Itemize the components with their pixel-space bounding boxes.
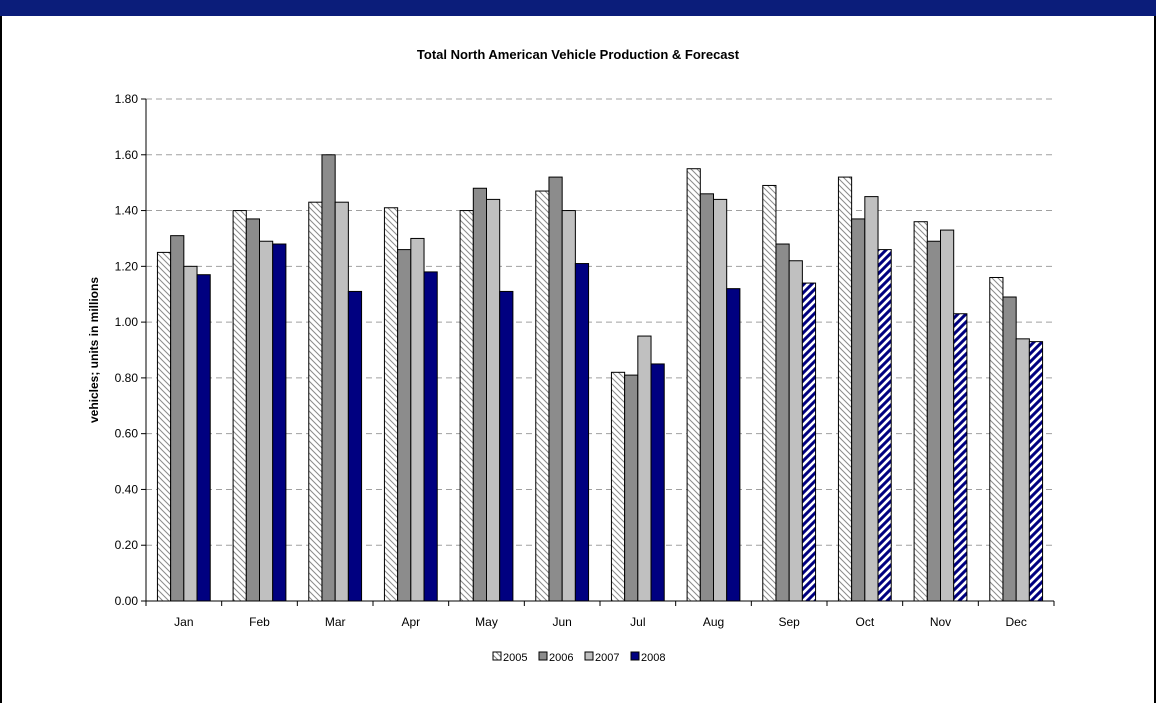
legend-label-2005: 2005 xyxy=(503,652,527,664)
bar-2006-mar xyxy=(321,154,336,602)
bar-2005-may xyxy=(459,210,474,602)
bar-2005-nov xyxy=(913,221,928,602)
bar-2006-oct xyxy=(851,218,866,602)
legend-label-2007: 2007 xyxy=(595,652,619,664)
x-tick-label: Jul xyxy=(630,615,645,629)
bar-2007-dec xyxy=(1015,338,1030,602)
y-tick-label: 1.00 xyxy=(115,315,139,329)
bar-2007-jul xyxy=(637,335,652,602)
bar-2007-aug xyxy=(713,198,728,602)
x-tick-label: Mar xyxy=(325,615,346,629)
bar-2008-dec xyxy=(1028,341,1044,602)
bar-2006-feb xyxy=(245,218,261,602)
bar-2007-oct xyxy=(864,196,879,602)
y-tick-label: 0.80 xyxy=(115,371,139,385)
x-tick-label: Feb xyxy=(249,615,270,629)
y-axis-title: vehicles; units in millions xyxy=(87,277,101,423)
bar-2006-may xyxy=(472,187,487,602)
legend-swatch-2007 xyxy=(584,651,594,661)
bar-2007-sep xyxy=(788,260,803,602)
bar-2008-jan xyxy=(196,274,211,602)
bar-2006-dec xyxy=(1002,296,1017,602)
x-tick-label: Aug xyxy=(703,615,724,629)
bar-2005-aug xyxy=(686,168,701,602)
bar-2007-jun xyxy=(561,210,576,602)
bar-2006-sep xyxy=(775,243,790,602)
bar-2008-mar xyxy=(347,290,363,602)
x-tick-label: Apr xyxy=(401,615,420,629)
y-tick-label: 0.60 xyxy=(115,427,139,441)
bar-2006-nov xyxy=(926,240,941,602)
bar-2005-jul xyxy=(610,371,626,602)
bar-2006-jun xyxy=(548,176,563,602)
legend-swatch-2006 xyxy=(538,651,548,661)
legend-label-2008: 2008 xyxy=(641,652,665,664)
bar-2005-jun xyxy=(535,190,550,602)
y-tick-label: 1.60 xyxy=(115,148,139,162)
bar-2007-apr xyxy=(410,237,425,602)
bar-2005-jan xyxy=(156,251,172,602)
legend-swatch-2008 xyxy=(630,651,640,661)
bar-2007-nov xyxy=(940,229,955,602)
bar-2008-jul xyxy=(650,363,665,602)
x-tick-label: Nov xyxy=(930,615,951,629)
bar-2006-jul xyxy=(624,374,639,602)
y-tick-label: 0.20 xyxy=(115,538,139,552)
legend-swatch-2005 xyxy=(492,651,502,661)
y-tick-label: 0.00 xyxy=(115,594,139,608)
bar-2005-mar xyxy=(308,201,323,602)
bar-2008-nov xyxy=(953,313,968,602)
bar-2008-jun xyxy=(574,263,590,602)
bar-2007-mar xyxy=(334,201,349,602)
bar-2008-feb xyxy=(272,243,287,602)
x-tick-label: May xyxy=(475,615,498,629)
bar-2005-sep xyxy=(762,184,777,602)
header-band xyxy=(0,0,1156,16)
x-tick-label: Jun xyxy=(552,615,571,629)
bar-2005-apr xyxy=(383,207,399,602)
x-tick-label: Jan xyxy=(174,615,193,629)
bar-2007-feb xyxy=(259,240,274,602)
y-tick-label: 1.40 xyxy=(115,204,139,218)
bar-2005-feb xyxy=(232,210,247,602)
bar-2007-may xyxy=(486,198,501,602)
bar-2006-apr xyxy=(397,249,412,602)
y-tick-label: 0.40 xyxy=(115,482,139,496)
y-tick-label: 1.20 xyxy=(115,259,139,273)
bar-2006-aug xyxy=(699,193,714,602)
bar-2008-aug xyxy=(726,288,741,602)
bar-2008-oct xyxy=(877,249,892,602)
bar-2007-jan xyxy=(183,265,198,602)
y-tick-label: 1.80 xyxy=(115,92,139,106)
x-tick-label: Sep xyxy=(778,615,800,629)
x-tick-label: Dec xyxy=(1005,615,1026,629)
bar-2006-jan xyxy=(170,235,185,602)
bar-2005-oct xyxy=(837,176,853,602)
chart-title: Total North American Vehicle Production … xyxy=(416,47,740,62)
legend-label-2006: 2006 xyxy=(549,652,573,664)
bar-2008-sep xyxy=(801,282,817,602)
bar-2005-dec xyxy=(989,276,1004,602)
x-tick-label: Oct xyxy=(855,615,874,629)
bar-2008-apr xyxy=(423,271,438,602)
bar-2008-may xyxy=(499,290,514,602)
